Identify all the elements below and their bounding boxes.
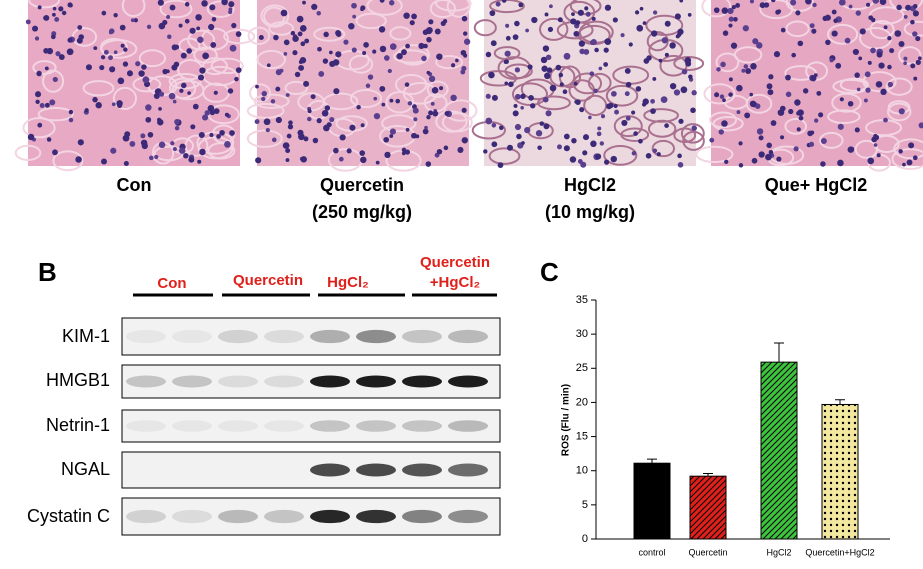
western-blots xyxy=(121,317,501,536)
y-axis-label: ROS (Flu / min) xyxy=(561,384,572,456)
histology-label: Que+ HgCl2 xyxy=(765,175,868,195)
histology-label: HgCl2 xyxy=(564,175,616,195)
blot-strip xyxy=(121,409,501,443)
histology-images xyxy=(14,0,923,172)
error-bar xyxy=(647,458,657,464)
histology-image xyxy=(246,0,478,172)
protein-label: HMGB1 xyxy=(46,370,110,390)
bar xyxy=(821,403,859,540)
protein-label: Netrin-1 xyxy=(46,415,110,435)
histology-label: Quercetin xyxy=(320,175,404,195)
blot-strip xyxy=(121,317,501,356)
bar-chart: 0 5 10 15 20 25 30 35 control Quercetin HgCl2 Querc… xyxy=(576,294,890,557)
error-bar xyxy=(774,342,784,363)
blot-strip xyxy=(121,497,501,536)
group-label: HgCl₂ xyxy=(327,274,369,291)
y-tick-label: 20 xyxy=(576,396,588,408)
histology-image xyxy=(695,0,923,172)
histology-image xyxy=(14,0,256,172)
x-tick-label: Quercetin+HgCl2 xyxy=(805,547,874,557)
x-tick-label: control xyxy=(638,547,665,557)
histology-image xyxy=(471,0,705,169)
histology-label: (10 mg/kg) xyxy=(545,202,635,222)
bar xyxy=(760,361,798,540)
histology-label: (250 mg/kg) xyxy=(312,202,412,222)
group-label: Con xyxy=(157,275,186,292)
protein-label: Cystatin C xyxy=(27,506,110,526)
y-tick-label: 25 xyxy=(576,362,588,374)
y-tick-label: 0 xyxy=(582,533,588,545)
bar xyxy=(689,475,727,540)
error-bar xyxy=(703,472,713,477)
group-label: Quercetin xyxy=(420,254,490,271)
blot-strip xyxy=(121,364,501,399)
y-tick-label: 35 xyxy=(576,294,588,306)
y-tick-label: 10 xyxy=(576,465,588,477)
y-tick-label: 15 xyxy=(576,430,588,442)
protein-label: KIM-1 xyxy=(62,326,110,346)
y-tick-label: 30 xyxy=(576,328,588,340)
protein-label: NGAL xyxy=(61,459,110,479)
histology-label: Con xyxy=(117,175,152,195)
group-label: Quercetin xyxy=(233,272,303,289)
x-tick-label: HgCl2 xyxy=(766,547,791,557)
bar xyxy=(633,462,671,540)
error-bar xyxy=(835,399,845,405)
y-tick-label: 5 xyxy=(582,499,588,511)
panel-label: C xyxy=(540,257,559,287)
group-label: +HgCl₂ xyxy=(430,274,480,291)
blot-strip xyxy=(121,451,501,489)
x-tick-label: Quercetin xyxy=(688,547,727,557)
panel-label: B xyxy=(38,257,57,287)
